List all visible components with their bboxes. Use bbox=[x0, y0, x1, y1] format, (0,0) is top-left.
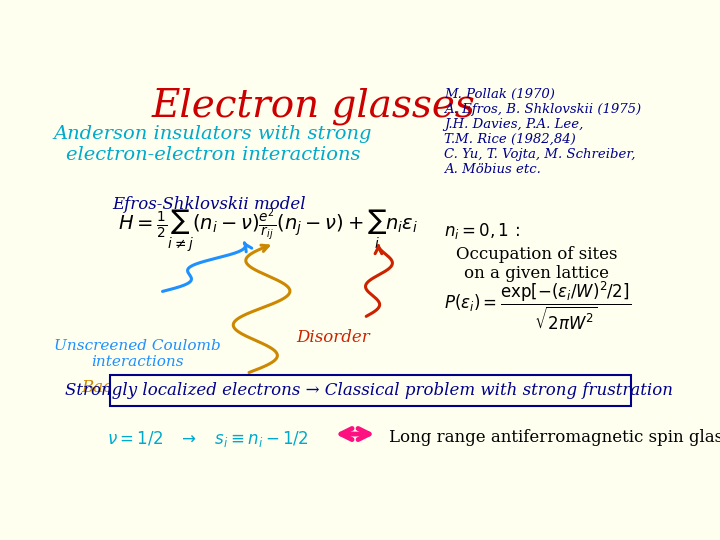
Text: Unscreened Coulomb
interactions: Unscreened Coulomb interactions bbox=[54, 339, 221, 369]
Text: Efros-Shklovskii model: Efros-Shklovskii model bbox=[112, 196, 306, 213]
Text: Occupation of sites
on a given lattice: Occupation of sites on a given lattice bbox=[456, 246, 617, 282]
Text: Background charge/gate voltage  ν: Background charge/gate voltage ν bbox=[81, 379, 377, 396]
Text: Anderson insulators with strong
electron-electron interactions: Anderson insulators with strong electron… bbox=[53, 125, 372, 164]
Text: Disorder: Disorder bbox=[296, 329, 369, 346]
FancyBboxPatch shape bbox=[109, 375, 631, 406]
Text: Long range antiferromagnetic spin glass: Long range antiferromagnetic spin glass bbox=[389, 429, 720, 446]
Text: Electron glasses: Electron glasses bbox=[151, 87, 475, 125]
Text: M. Pollak (1970)
A. Efros, B. Shklovskii (1975)
J.H. Davies, P.A. Lee,
T.M. Rice: M. Pollak (1970) A. Efros, B. Shklovskii… bbox=[444, 87, 642, 176]
Text: $P(\varepsilon_i) = \dfrac{\exp[-(\varepsilon_i/W)^2/2]}{\sqrt{2\pi W^2}}$: $P(\varepsilon_i) = \dfrac{\exp[-(\varep… bbox=[444, 280, 631, 332]
Text: Strongly localized electrons → Classical problem with strong frustration: Strongly localized electrons → Classical… bbox=[65, 382, 673, 399]
Text: $n_i = 0,1\,:$: $n_i = 0,1\,:$ bbox=[444, 221, 521, 241]
Text: $H = \frac{1}{2}\sum_{i\neq j}(n_i-\nu)\frac{e^2}{r_{ij}}(n_j-\nu)+\sum_i n_i\va: $H = \frac{1}{2}\sum_{i\neq j}(n_i-\nu)\… bbox=[118, 207, 418, 255]
Text: $\nu = 1/2$   $\rightarrow$   $s_i \equiv n_i - 1/2$: $\nu = 1/2$ $\rightarrow$ $s_i \equiv n_… bbox=[107, 429, 309, 449]
